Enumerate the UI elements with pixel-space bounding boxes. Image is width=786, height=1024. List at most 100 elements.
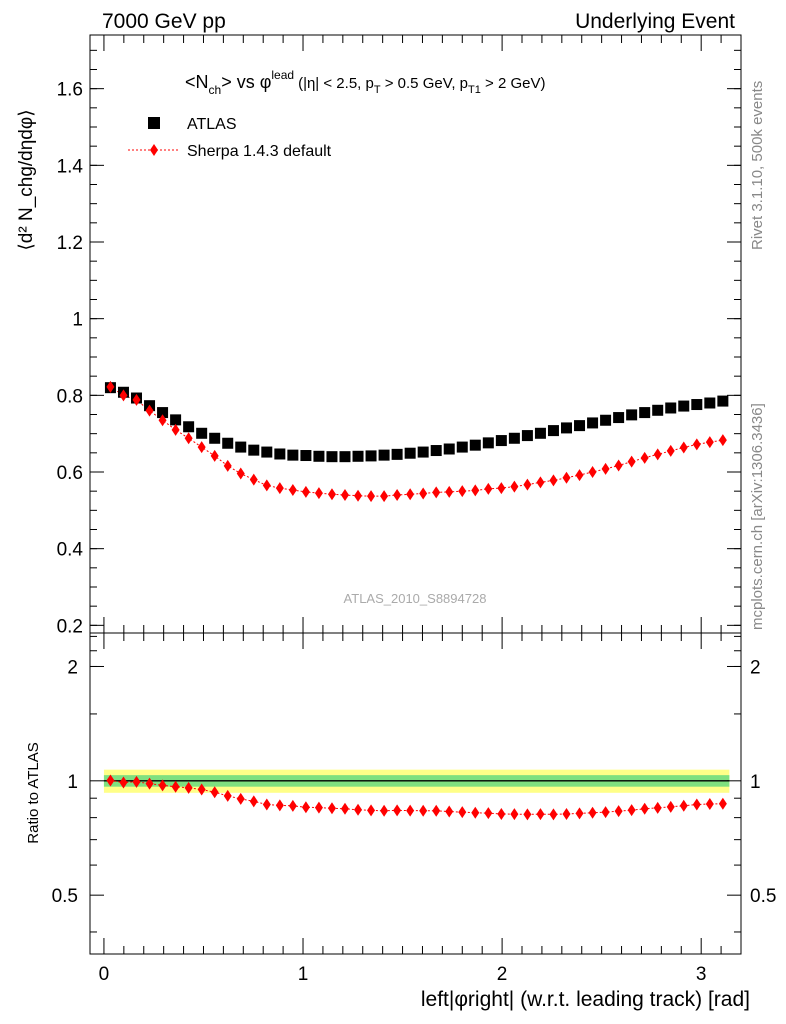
sherpa-point [275, 482, 284, 495]
atlas-point [508, 432, 520, 444]
atlas-point [157, 407, 169, 419]
sherpa-point [614, 459, 623, 472]
legend-label-sherpa: Sherpa 1.4.3 default [187, 143, 332, 160]
atlas-point [248, 444, 260, 456]
main-ytick-label: 0.2 [57, 616, 83, 637]
sherpa-point [432, 486, 441, 499]
ratio-sherpa-point [419, 804, 428, 817]
ratio-sherpa-point [718, 797, 727, 810]
ratio-reference-band [103, 769, 730, 793]
header-right: Underlying Event [575, 10, 735, 33]
ratio-ytick-label-right: 0.5 [750, 886, 776, 907]
ratio-sherpa-point [119, 776, 128, 789]
sherpa-point [367, 490, 376, 503]
sherpa-point [184, 432, 193, 445]
ratio-ylabel: Ratio to ATLAS [25, 742, 42, 843]
sherpa-point [601, 462, 610, 475]
sherpa-point [340, 489, 349, 501]
sherpa-point [536, 476, 545, 489]
main-ytick-label: 0.6 [57, 463, 83, 484]
ratio-sherpa-point [601, 806, 610, 819]
atlas-point [287, 449, 299, 461]
ratio-plot: 0.5 0.5 1 1 2 2 0 1 2 3 Ratio to ATLAS left|φrigh… [25, 632, 776, 1011]
atlas-point [613, 412, 625, 424]
atlas-point [561, 422, 573, 434]
atlas-point [587, 417, 599, 429]
ratio-sherpa-point [484, 807, 493, 820]
ratio-sherpa-point [705, 797, 714, 810]
ratio-sherpa-point [249, 795, 258, 808]
sherpa-point [419, 487, 428, 500]
main-ytick-label: 1 [72, 310, 83, 331]
sherpa-point [197, 441, 206, 454]
ratio-ytick-label: 1 [67, 772, 78, 793]
ratio-sherpa-point [327, 802, 336, 815]
sherpa-point [314, 487, 323, 500]
atlas-point [274, 448, 286, 460]
sherpa-point [145, 404, 154, 417]
atlas-point [365, 450, 377, 462]
ratio-sherpa-point [653, 801, 662, 814]
atlas-point [196, 427, 208, 439]
analysis-watermark: ATLAS_2010_S8894728 [344, 591, 487, 606]
atlas-point [378, 449, 390, 461]
sherpa-point [380, 490, 389, 503]
sherpa-point [523, 478, 532, 491]
ratio-sherpa-point [340, 802, 349, 815]
atlas-point [170, 414, 182, 426]
ratio-sherpa-point [393, 804, 402, 817]
ratio-sherpa-point [497, 807, 506, 820]
ratio-sherpa-point [510, 808, 519, 821]
atlas-point [235, 441, 247, 453]
mcplots-label: mcplots.cern.ch [arXiv:1306.3436] [749, 403, 766, 630]
atlas-point [300, 450, 312, 462]
main-ytick-label: 1.2 [57, 233, 83, 254]
ratio-axis-ticks: 0.5 0.5 1 1 2 2 0 1 2 3 [52, 633, 776, 985]
ratio-sherpa-point [288, 799, 297, 812]
sherpa-point [393, 489, 402, 501]
ratio-sherpa-point [262, 798, 271, 811]
legend: ATLAS Sherpa 1.4.3 default [128, 116, 332, 160]
atlas-point [352, 450, 364, 462]
atlas-point [391, 448, 403, 460]
ratio-sherpa-point [367, 804, 376, 817]
atlas-point [691, 399, 703, 411]
atlas-point [222, 437, 234, 449]
ratio-ytick-label: 2 [67, 657, 78, 678]
ratio-sherpa-point [627, 804, 636, 817]
legend-marker-sherpa [150, 144, 158, 156]
sherpa-point [223, 459, 232, 472]
ratio-sherpa-point [314, 801, 323, 814]
sherpa-point [666, 444, 675, 457]
ratio-sherpa-point [471, 806, 480, 819]
atlas-point [704, 397, 716, 409]
atlas-point [547, 425, 559, 437]
atlas-point [417, 446, 429, 458]
atlas-point [404, 447, 416, 459]
ratio-sherpa-point [692, 798, 701, 811]
sherpa-point [484, 482, 493, 495]
ratio-sherpa-point [275, 799, 284, 812]
rivet-label: Rivet 3.1.10, 500k events [749, 81, 766, 250]
atlas-point [665, 402, 677, 414]
sherpa-point [497, 482, 506, 495]
main-data [104, 380, 729, 503]
sherpa-point [445, 485, 454, 498]
ratio-sherpa-point [575, 807, 584, 820]
ratio-sherpa-point [158, 779, 167, 792]
atlas-point [626, 409, 638, 421]
ratio-data [106, 774, 727, 821]
ratio-sherpa-point [549, 808, 558, 821]
sherpa-point [119, 389, 128, 402]
atlas-point [521, 430, 533, 442]
sherpa-point [158, 414, 167, 427]
xtick-label: 1 [298, 964, 309, 985]
sherpa-point [471, 484, 480, 497]
ratio-sherpa-point [184, 781, 193, 794]
sherpa-point [679, 441, 688, 454]
ratio-sherpa-point [171, 780, 180, 793]
ratio-sherpa-point [432, 804, 441, 817]
ratio-sherpa-point [679, 799, 688, 812]
ratio-sherpa-point [562, 807, 571, 820]
